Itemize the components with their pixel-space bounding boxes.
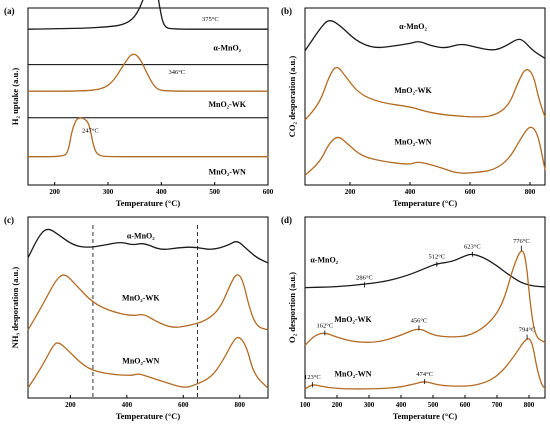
x-tick-label: 200 [49,188,60,196]
peak-label: 776°C [513,238,530,245]
x-tick-label: 400 [156,188,167,196]
series-label: MnO₂-WK [122,293,160,302]
peak-label: 474°C [416,371,433,378]
y-axis-title: CO₂ desporation (a.u.) [287,56,297,138]
plot-frame [27,216,269,399]
x-tick-label: 800 [524,401,535,409]
chart-panel-a: 200 300 400 500 600 (a) Temperature (°C) H₂ upt… [4,0,274,208]
x-tick-label: 100 [300,401,311,409]
chart-panel-d: 100 200 300 400 500 600 700 800 (d) Temperature (… [281,215,546,421]
series-label: MnO₂-WK [334,315,372,324]
peak-label: 794°C [519,326,536,333]
y-axis-title: O₂ desportion (a.u.) [287,272,297,343]
series-label: MnO₂-WK [208,100,246,109]
peak-label: 512°C [428,254,445,261]
series-label: MnO₂-WN [122,357,159,366]
x-tick-label: 400 [122,401,133,409]
peak-label: 456°C [411,317,428,324]
peak-label: 375°C [202,16,219,23]
x-tick-label: 300 [103,188,114,196]
series-line-0 [304,253,546,289]
x-tick-label: 800 [525,188,536,196]
panel-tag: (c) [4,215,14,225]
x-tick-label: 600 [263,188,274,196]
series-line-1 [28,53,268,92]
plot-frame [304,7,546,186]
peak-label: 247°C [82,127,99,134]
x-tick-label: 600 [178,401,189,409]
series-line-0 [304,20,546,59]
plot-frame [304,216,546,399]
panel-tag: (b) [281,6,292,16]
x-axis-title: Temperature (°C) [116,198,181,208]
series-line-0 [27,228,269,264]
series-label: MnO₂-WN [394,137,431,146]
x-tick-label: 800 [235,401,246,409]
peak-label: 346°C [168,69,185,76]
x-tick-label: 400 [405,188,416,196]
y-axis-title: NH₃ desporation (a.u.) [10,267,20,349]
peak-label: 162°C [316,322,333,329]
series-label: MnO₂-WK [394,86,432,95]
series-line-2 [304,126,546,176]
x-tick-label: 200 [332,401,343,409]
x-tick-label: 400 [396,401,407,409]
x-tick-label: 600 [465,188,476,196]
series-line-2 [304,338,546,390]
x-tick-label: 500 [428,401,439,409]
series-line-2 [28,117,269,158]
x-axis-title: Temperature (°C) [116,411,181,421]
series-label: MnO₂-WN [334,369,371,378]
series-label: α-MnO₂ [127,232,155,241]
series-label: MnO₂-WN [209,167,246,176]
chart-panel-b: 200 400 600 800 (b) Temperature (°C) CO₂ despo… [281,6,546,208]
panel-tag: (d) [281,215,292,225]
series-line-1 [304,250,546,346]
plot-frame [27,7,269,186]
panel-tag: (a) [4,6,15,16]
y-axis-title: H₂ uptake (a.u.) [10,68,20,126]
series-label: α-MnO₂ [213,43,241,52]
x-axis-title: Temperature (°C) [393,411,458,421]
x-tick-label: 700 [492,401,503,409]
x-tick-label: 600 [460,401,471,409]
x-tick-label: 200 [345,188,356,196]
series-line-1 [27,274,269,331]
x-tick-label: 300 [364,401,375,409]
peak-label: 123°C [304,374,321,381]
series-label: α-MnO₂ [310,255,338,264]
x-tick-label: 500 [209,188,220,196]
peak-label: 286°C [356,274,373,281]
x-tick-label: 200 [65,401,76,409]
peak-label: 623°C [464,244,481,251]
chart-panel-c: 200 400 600 800 (c) Temperature (°C) NH₃ despo… [4,215,269,421]
x-axis-title: Temperature (°C) [393,198,458,208]
series-line-0 [27,0,268,30]
series-line-1 [304,66,546,121]
series-label: α-MnO₂ [399,22,427,31]
series-line-2 [27,336,269,389]
